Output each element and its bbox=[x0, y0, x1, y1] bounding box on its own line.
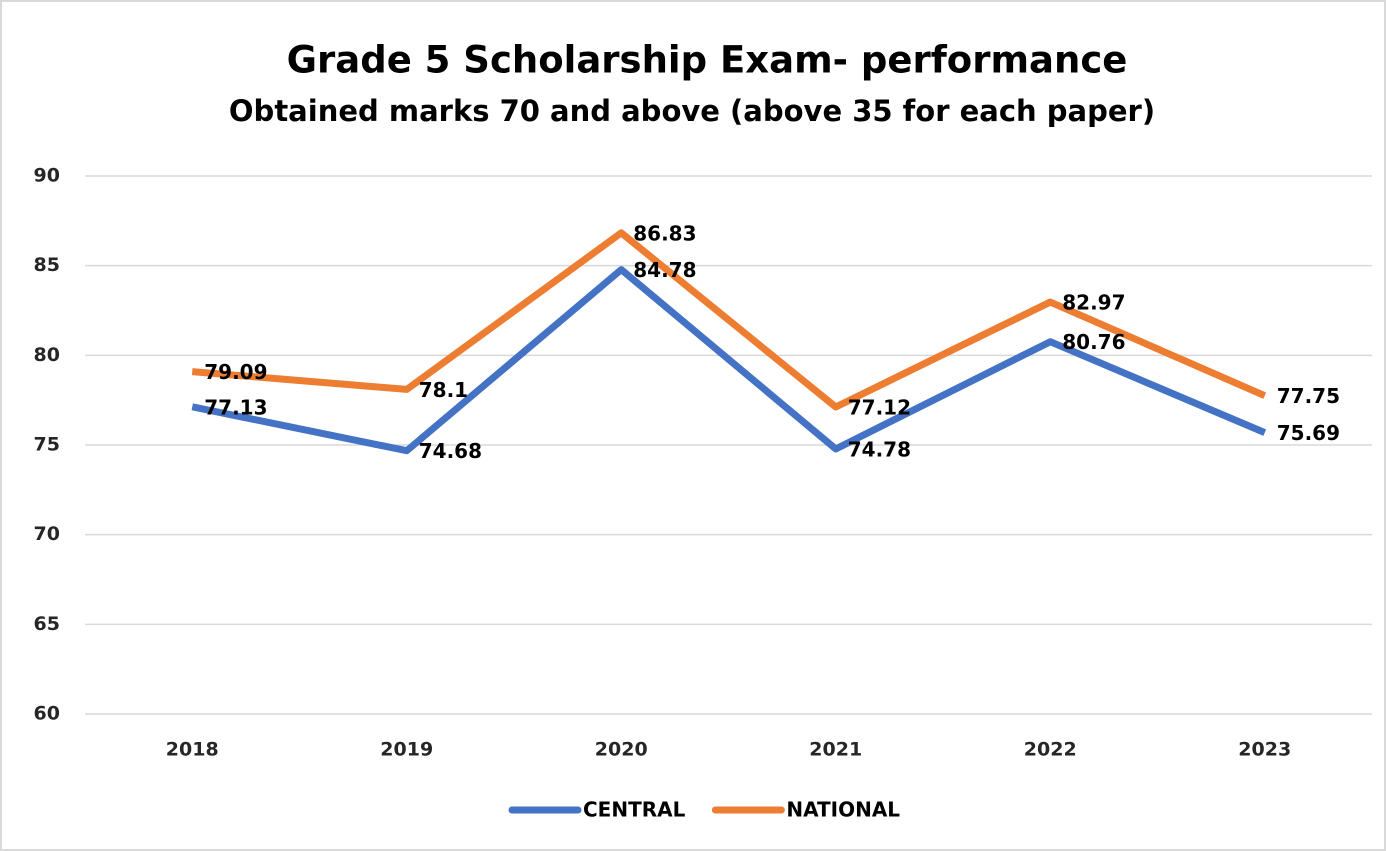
y-tick-label: 75 bbox=[34, 434, 60, 456]
x-tick-label: 2019 bbox=[380, 739, 433, 761]
data-label: 78.1 bbox=[419, 378, 468, 402]
chart-subtitle: Obtained marks 70 and above (above 35 fo… bbox=[229, 94, 1155, 128]
data-label: 74.68 bbox=[419, 439, 482, 463]
y-tick-label: 70 bbox=[34, 523, 60, 545]
data-label: 77.13 bbox=[204, 395, 267, 419]
y-tick-label: 85 bbox=[34, 254, 60, 276]
y-tick-label: 80 bbox=[34, 344, 60, 366]
data-label: 79.09 bbox=[204, 360, 267, 384]
x-tick-label: 2020 bbox=[595, 739, 648, 761]
data-label: 82.97 bbox=[1062, 291, 1125, 315]
series-line bbox=[191, 266, 1267, 455]
data-label: 77.12 bbox=[848, 395, 911, 419]
data-label: 84.78 bbox=[633, 258, 696, 282]
chart-title: Grade 5 Scholarship Exam- performance bbox=[287, 39, 1128, 82]
y-tick-label: 60 bbox=[34, 703, 60, 725]
data-label: 80.76 bbox=[1062, 330, 1125, 354]
x-tick-label: 2023 bbox=[1238, 739, 1291, 761]
data-label: 75.69 bbox=[1277, 421, 1340, 445]
y-tick-label: 90 bbox=[34, 165, 60, 187]
data-label: 77.75 bbox=[1277, 384, 1340, 408]
data-label: 86.83 bbox=[633, 221, 696, 245]
legend-label: CENTRAL bbox=[583, 798, 686, 822]
x-tick-label: 2021 bbox=[809, 739, 862, 761]
y-tick-label: 65 bbox=[34, 613, 60, 635]
x-tick-label: 2018 bbox=[166, 739, 219, 761]
series-line bbox=[191, 229, 1267, 411]
data-label: 74.78 bbox=[848, 437, 911, 461]
x-tick-label: 2022 bbox=[1024, 739, 1077, 761]
legend-label: NATIONAL bbox=[786, 798, 900, 822]
